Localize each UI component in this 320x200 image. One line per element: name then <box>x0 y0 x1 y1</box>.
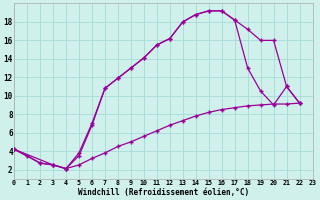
X-axis label: Windchill (Refroidissement éolien,°C): Windchill (Refroidissement éolien,°C) <box>78 188 249 197</box>
